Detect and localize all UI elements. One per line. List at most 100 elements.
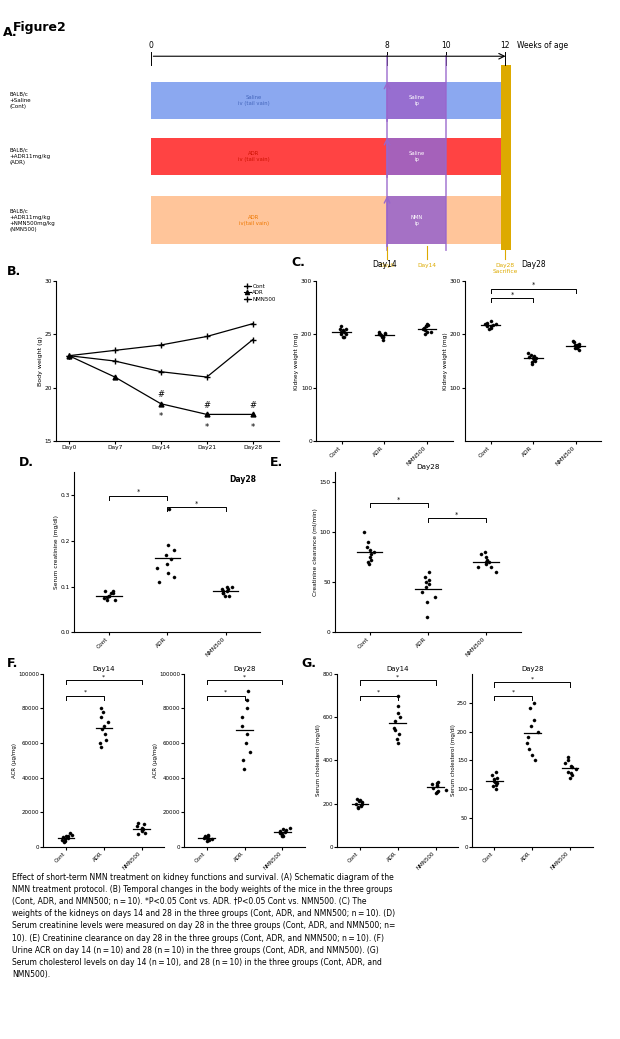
Point: [353, 800, 363, 817]
Text: *: *: [224, 690, 228, 695]
Text: *: *: [137, 489, 140, 495]
Point: [219, 587, 229, 604]
Text: Figure2: Figure2: [12, 21, 66, 34]
Y-axis label: ACR (μg/mg): ACR (μg/mg): [12, 743, 17, 778]
ADR: [203, 408, 211, 421]
Point: [357, 794, 367, 810]
Text: 8: 8: [385, 41, 389, 50]
Point: [393, 698, 403, 715]
NMN500: [65, 349, 73, 362]
Text: *: *: [243, 674, 246, 680]
Point: [200, 829, 210, 846]
NMN500: [203, 371, 211, 383]
Point: [529, 347, 539, 364]
Point: [393, 687, 403, 703]
Y-axis label: Serum creatinine (mg/dl): Serum creatinine (mg/dl): [55, 515, 60, 589]
Point: [339, 328, 348, 345]
Point: [423, 576, 433, 592]
Point: [432, 783, 442, 800]
Point: [245, 743, 255, 760]
Point: [484, 554, 494, 570]
Point: [218, 585, 228, 602]
Point: [390, 722, 400, 739]
Bar: [151, 196, 505, 244]
Point: [525, 700, 535, 717]
Point: [152, 560, 162, 577]
Text: *: *: [378, 690, 381, 695]
Line: NMN500: NMN500: [66, 337, 256, 380]
Point: [369, 544, 379, 561]
Point: [574, 336, 584, 352]
Text: Day28
Sacrifice: Day28 Sacrifice: [493, 263, 518, 273]
Point: [394, 726, 404, 743]
Point: [389, 720, 399, 737]
Point: [102, 592, 112, 609]
Point: [533, 723, 543, 740]
Point: [104, 587, 113, 604]
Y-axis label: Serum cholesterol (mg/dl): Serum cholesterol (mg/dl): [451, 724, 456, 796]
Point: [95, 738, 105, 754]
Point: [528, 746, 538, 763]
Point: [365, 549, 375, 565]
Point: [490, 774, 500, 791]
Point: [60, 831, 69, 848]
Point: [356, 795, 366, 811]
Point: [63, 830, 73, 847]
Point: [432, 775, 442, 792]
Line: ADR: ADR: [66, 353, 255, 417]
Cont: [203, 330, 211, 343]
Point: [432, 784, 441, 801]
Point: [222, 583, 232, 600]
Point: [242, 726, 252, 743]
Point: [422, 323, 432, 340]
Text: Day28: Day28: [521, 260, 546, 268]
Point: [365, 542, 374, 559]
Bar: [387, 82, 446, 118]
Point: [392, 730, 402, 747]
Point: [203, 830, 213, 847]
Point: [393, 735, 403, 751]
Point: [564, 749, 574, 766]
Point: [421, 579, 431, 595]
Point: [356, 797, 366, 814]
Point: [531, 352, 541, 369]
Bar: [500, 64, 512, 250]
ADR: [65, 349, 73, 362]
Point: [423, 609, 433, 625]
Point: [420, 322, 430, 339]
Text: #: #: [157, 391, 164, 399]
Point: [526, 346, 536, 363]
Point: [491, 781, 501, 798]
Point: [480, 544, 490, 561]
Point: [486, 318, 496, 335]
Point: [351, 795, 361, 811]
Point: [275, 825, 285, 842]
Point: [218, 585, 228, 602]
Point: [395, 709, 405, 725]
Point: [422, 318, 432, 335]
Point: [421, 318, 431, 335]
Cont: [65, 349, 73, 362]
Point: [217, 581, 227, 597]
Point: [95, 735, 105, 751]
Legend: Cont, ADR, NMN500: Cont, ADR, NMN500: [244, 284, 277, 302]
Text: *: *: [195, 501, 198, 506]
Point: [58, 831, 68, 848]
Text: 12: 12: [500, 41, 510, 50]
Point: [277, 826, 287, 843]
Point: [528, 355, 538, 372]
Point: [366, 552, 376, 568]
Point: [242, 692, 252, 709]
Point: [138, 821, 148, 837]
Text: B.: B.: [7, 265, 21, 278]
Cont: [157, 339, 164, 351]
Point: [425, 564, 435, 581]
Point: [565, 769, 575, 785]
Point: [523, 729, 533, 746]
Text: D.: D.: [19, 456, 33, 470]
Point: [565, 765, 575, 781]
Text: E.: E.: [270, 456, 283, 470]
Point: [565, 757, 575, 774]
Point: [482, 315, 492, 331]
Point: [491, 764, 501, 780]
